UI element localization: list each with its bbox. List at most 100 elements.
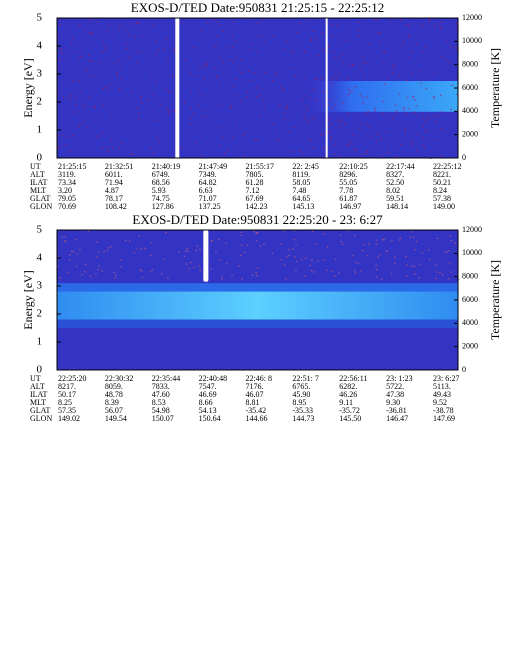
noise <box>167 277 169 279</box>
noise <box>411 231 413 233</box>
noise <box>80 90 82 92</box>
ephemeris-value: 64.65 <box>292 194 310 203</box>
noise <box>398 75 401 77</box>
noise <box>382 113 385 115</box>
noise <box>245 96 247 98</box>
noise <box>436 115 439 118</box>
ephemeris-value: 144.73 <box>292 414 314 423</box>
ephemeris-value: 146.47 <box>386 414 408 423</box>
noise <box>87 54 90 56</box>
noise <box>256 139 259 141</box>
noise <box>344 123 346 125</box>
noise <box>141 102 143 104</box>
noise <box>438 23 441 25</box>
ephemeris-value: 71.07 <box>199 194 217 203</box>
noise <box>321 78 323 80</box>
noise <box>140 34 143 36</box>
noise <box>138 235 141 237</box>
noise <box>101 270 103 272</box>
noise <box>360 68 363 70</box>
noise <box>298 22 300 24</box>
noise <box>243 155 245 158</box>
ephemeris-value: 67.69 <box>246 194 264 203</box>
noise <box>396 113 398 115</box>
noise <box>206 64 208 67</box>
noise <box>140 96 142 98</box>
noise <box>404 128 406 130</box>
noise <box>180 146 182 149</box>
noise <box>456 48 458 51</box>
noise <box>303 275 306 277</box>
noise <box>357 30 359 32</box>
ephemeris-value: 49.43 <box>433 390 451 399</box>
noise <box>127 34 129 36</box>
noise <box>154 81 157 84</box>
noise <box>240 101 242 103</box>
noise <box>61 52 63 54</box>
noise <box>363 243 365 246</box>
noise <box>89 31 92 34</box>
noise <box>90 31 93 33</box>
noise <box>349 140 351 143</box>
noise <box>454 242 456 244</box>
noise <box>355 149 357 151</box>
ephemeris-value: 8.95 <box>292 398 306 407</box>
ephemeris-value: 50.21 <box>433 178 451 187</box>
ephemeris-value: 7805. <box>246 170 264 179</box>
noise <box>353 149 355 151</box>
noise <box>74 239 77 241</box>
noise <box>120 66 123 68</box>
noise <box>93 106 96 108</box>
noise <box>293 230 296 232</box>
noise <box>75 97 78 99</box>
noise <box>326 246 329 248</box>
y2-tick-label: 10000 <box>462 36 482 45</box>
ephemeris-value: 3119. <box>58 170 76 179</box>
noise <box>374 19 376 21</box>
noise <box>118 89 121 91</box>
ephemeris-label: ILAT <box>30 178 47 187</box>
data-gap <box>203 230 209 282</box>
noise <box>131 92 133 94</box>
noise <box>228 59 231 61</box>
noise <box>274 132 276 134</box>
noise <box>219 57 222 59</box>
noise <box>424 120 427 122</box>
noise <box>102 88 104 90</box>
noise <box>425 45 427 48</box>
noise <box>71 134 74 137</box>
noise <box>255 231 257 234</box>
noise <box>232 45 234 48</box>
noise <box>217 238 220 241</box>
y2-tick-label: 8000 <box>462 271 478 280</box>
noise <box>156 138 159 140</box>
ephemeris-value: 6765. <box>292 382 310 391</box>
ephemeris-value: 5.93 <box>152 186 166 195</box>
noise <box>85 264 87 266</box>
noise <box>131 153 134 155</box>
noise <box>391 240 393 242</box>
noise <box>102 104 105 106</box>
noise <box>207 117 209 119</box>
ephemeris-value: 54.98 <box>152 406 170 415</box>
noise <box>119 87 121 89</box>
noise <box>204 63 206 65</box>
ephemeris-value: 8.81 <box>246 398 260 407</box>
noise <box>152 24 155 27</box>
noise <box>407 36 410 38</box>
noise <box>167 91 170 93</box>
noise <box>103 250 105 253</box>
noise <box>189 118 192 120</box>
noise <box>253 72 256 74</box>
noise <box>405 275 408 277</box>
noise <box>406 264 408 266</box>
noise <box>328 46 330 48</box>
ephemeris-value: 78.17 <box>105 194 123 203</box>
ephemeris-value: 7349. <box>199 170 217 179</box>
noise <box>284 119 287 121</box>
noise <box>78 58 80 60</box>
noise <box>402 109 405 111</box>
noise <box>136 22 138 24</box>
noise <box>107 25 109 27</box>
noise <box>311 259 313 261</box>
